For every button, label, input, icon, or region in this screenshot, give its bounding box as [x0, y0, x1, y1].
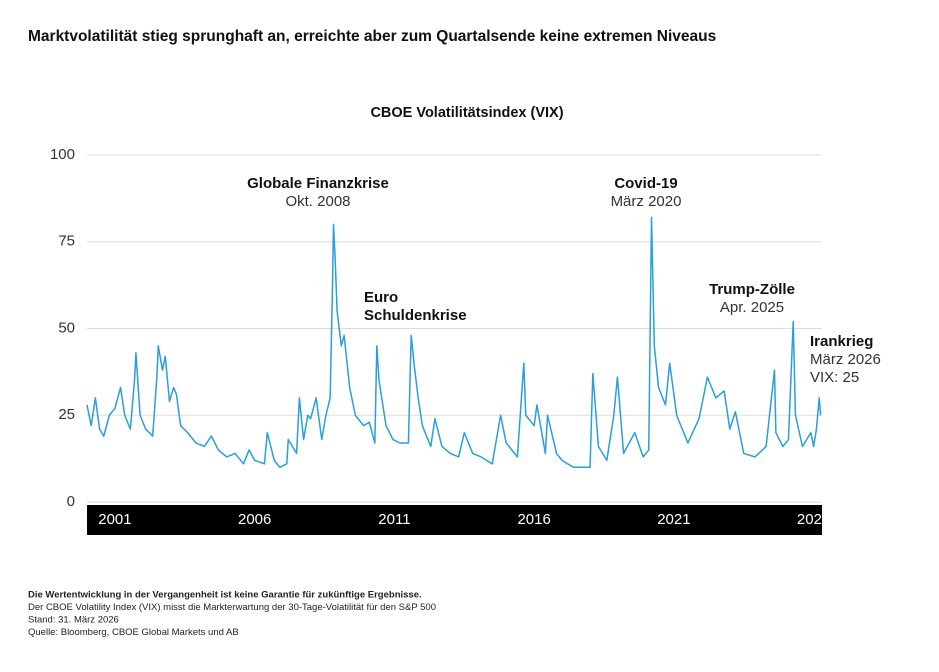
footnote: Quelle: Bloomberg, CBOE Global Markets u…: [28, 627, 239, 638]
x-tick-label: 2021: [657, 511, 690, 528]
x-tick-label: 2026: [797, 511, 830, 528]
y-tick-label: 75: [58, 233, 75, 250]
footnote: Stand: 31. März 2026: [28, 615, 119, 626]
annotation-line: Schuldenkrise: [364, 307, 467, 324]
footnote: Der CBOE Volatility Index (VIX) misst di…: [28, 602, 436, 613]
x-tick-label: 2011: [378, 511, 410, 528]
annotation-title: Irankrieg: [810, 333, 873, 350]
vix-line: [86, 216, 822, 469]
y-tick-label: 50: [58, 319, 75, 336]
annotation-title: Globale Finanzkrise: [247, 175, 389, 192]
annotation-title: Euro: [364, 289, 398, 306]
y-tick-label: 0: [67, 493, 75, 510]
y-tick-label: 100: [50, 146, 75, 163]
annotation-line: VIX: 25: [810, 369, 859, 386]
x-tick-label: 2006: [238, 511, 271, 528]
footnote: Die Wertentwicklung in der Vergangenheit…: [28, 590, 422, 601]
x-tick-label: 2016: [517, 511, 550, 528]
annotation-line: Okt. 2008: [285, 193, 350, 210]
x-tick-label: 2001: [98, 511, 131, 528]
chart-title: Marktvolatilität stieg sprunghaft an, er…: [28, 28, 716, 45]
annotation-title: Covid-19: [614, 175, 677, 192]
y-tick-label: 25: [58, 406, 75, 423]
x-axis-band: [87, 505, 822, 535]
annotation-line: Apr. 2025: [720, 299, 784, 316]
annotation-title: Trump-Zölle: [709, 281, 795, 298]
annotation-line: März 2026: [810, 351, 881, 368]
chart-subtitle: CBOE Volatilitätsindex (VIX): [370, 105, 563, 121]
annotation-line: März 2020: [611, 193, 682, 210]
